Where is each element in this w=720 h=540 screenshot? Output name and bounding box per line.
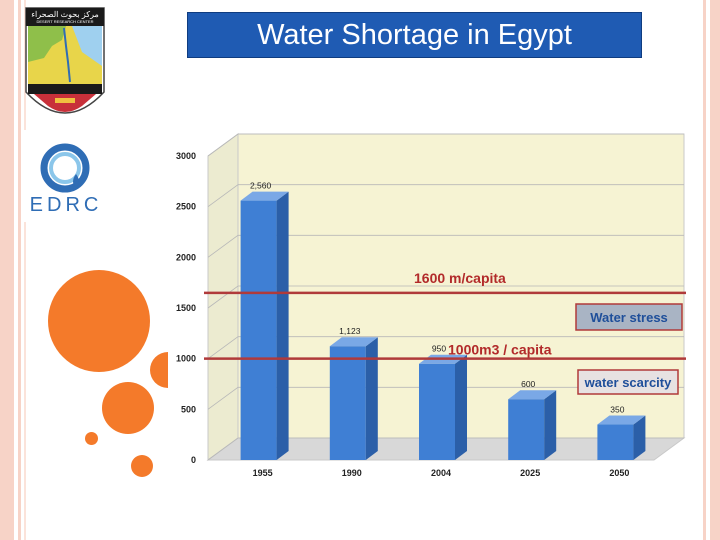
threshold-badge-text-1000: water scarcity: [584, 375, 672, 390]
edrc-logo: EDRC: [22, 130, 108, 222]
bar-side-2004: [455, 354, 467, 460]
bar-top-2050: [597, 415, 646, 425]
labels: 0 500 1000 1500 2000 2500 3000 2,560 1955 1,123 19…: [176, 151, 629, 478]
thresholds: 1600 m/capita Water stress 1000m3 / capita…: [204, 270, 686, 395]
threshold-label-1000: 1000m3 / capita: [448, 342, 552, 358]
bar-side-1990: [365, 337, 378, 460]
drc-logo-english: DESERT RESEARCH CENTER: [36, 19, 94, 24]
bar-top-1990: [329, 337, 378, 347]
gridline-2500: [207, 184, 684, 207]
decor-circle-small-2: [131, 455, 153, 477]
bar-chart: 0 500 1000 1500 2000 2500 3000 2,560 1955 1,123 19…: [176, 133, 686, 478]
bar-side-2050: [633, 415, 646, 460]
bar-2025: [508, 399, 545, 460]
title-border: [187, 12, 642, 58]
bar-side-1955: [276, 191, 289, 460]
category-label-2050: 2050: [609, 468, 629, 478]
bar-2050: [597, 424, 634, 460]
page-title: Water Shortage in Egypt: [187, 12, 642, 58]
y-tick-label-0: 0: [191, 455, 196, 465]
gridline-3000: [207, 133, 684, 157]
value-label-1955: 2,560: [250, 181, 272, 191]
category-label-1955: 1955: [253, 468, 273, 478]
decor-circle-small: [85, 432, 98, 445]
value-label-2025: 600: [521, 379, 535, 389]
gridline-1500: [207, 285, 684, 309]
threshold-badge-text-1600: Water stress: [590, 310, 668, 325]
decor-circle-medium-2: [102, 382, 154, 434]
drc-logo: مركز بحوث الصحراء DESERT RESEARCH CENTER: [22, 6, 108, 124]
gridline-500: [207, 386, 684, 410]
y-tick-label-1500: 1500: [176, 303, 196, 313]
gridline-1000: [207, 336, 684, 359]
value-label-1990: 1,123: [339, 326, 361, 336]
threshold-badge-1600: [575, 303, 683, 331]
y-tick-label-2000: 2000: [176, 252, 196, 262]
bar-side-2025: [544, 390, 557, 460]
drc-logo-arabic: مركز بحوث الصحراء: [31, 10, 99, 19]
y-tick-label-3000: 3000: [176, 151, 196, 161]
grid-layer: [207, 133, 684, 461]
bar-2004: [419, 363, 455, 460]
decor-circle-large: [48, 270, 150, 372]
right-decor-line: [703, 0, 706, 540]
edrc-logo-text: EDRC: [29, 194, 103, 216]
y-tick-label-500: 500: [181, 404, 196, 414]
category-label-1990: 1990: [342, 468, 362, 478]
gridline-2000: [207, 234, 684, 258]
bar-1955: [240, 200, 277, 460]
y-tick-label-2500: 2500: [176, 202, 196, 212]
bar-1990: [329, 346, 366, 460]
right-decor-strip: [710, 0, 720, 540]
left-decor-line: [18, 0, 21, 540]
left-decor-strip: [0, 0, 14, 540]
bar-top-2025: [508, 390, 557, 400]
threshold-label-1600: 1600 m/capita: [414, 270, 506, 286]
category-label-2025: 2025: [520, 468, 540, 478]
bar-top-1955: [240, 191, 289, 201]
value-label-2004: 950: [432, 344, 446, 354]
left-decor-line-thin: [24, 0, 26, 540]
value-label-2050: 350: [610, 405, 624, 415]
chart-container: 0 500 1000 1500 2000 2500 3000 2,560 1955 1,123 19…: [168, 128, 690, 480]
y-tick-label-1000: 1000: [176, 354, 196, 364]
threshold-badge-1000: [577, 369, 679, 395]
bars: [240, 191, 646, 460]
category-label-2004: 2004: [431, 468, 451, 478]
